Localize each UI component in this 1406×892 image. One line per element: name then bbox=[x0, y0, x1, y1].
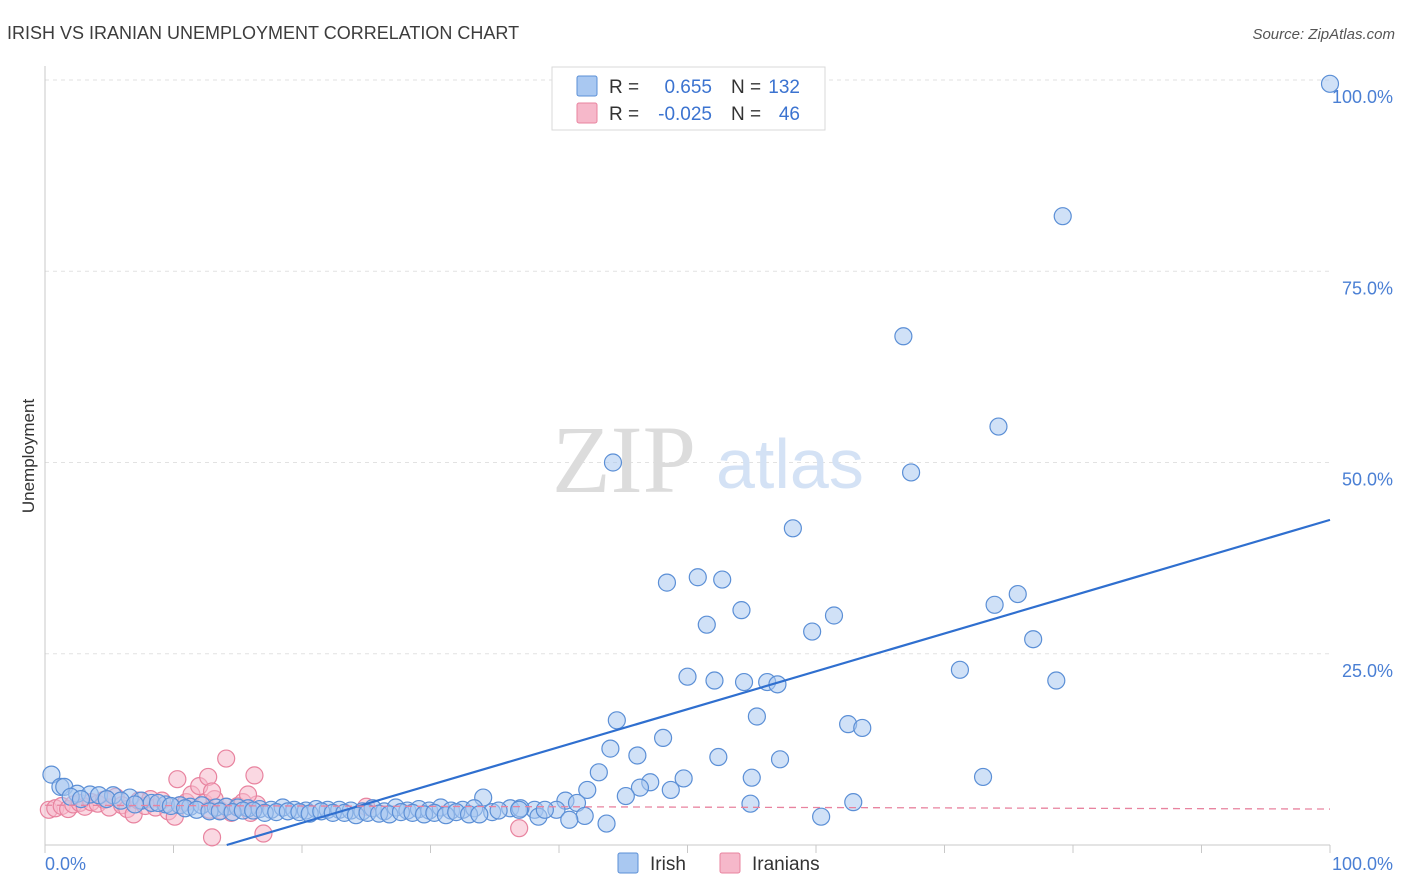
irish-point-32 bbox=[770, 750, 790, 769]
legend-r-label-irish: R = bbox=[609, 77, 639, 98]
watermark: ZIP atlas bbox=[552, 406, 864, 513]
bottom-legend-swatch-iranians bbox=[719, 852, 741, 874]
iranians-point-37 bbox=[217, 749, 236, 768]
irish-point-23 bbox=[1047, 671, 1066, 690]
irish-point-9 bbox=[657, 573, 677, 592]
legend-n-value-irish: 132 bbox=[768, 77, 800, 98]
irish-point-24 bbox=[747, 707, 766, 726]
irish-point-33 bbox=[589, 763, 608, 782]
bottom-legend-label-irish: Irish bbox=[650, 854, 686, 875]
irish-point-50 bbox=[575, 806, 594, 826]
irish-point-7 bbox=[688, 568, 707, 587]
trend-line-iranians bbox=[44, 804, 1331, 810]
irish-point-16 bbox=[1024, 630, 1043, 649]
y-tick-label-3: 25.0% bbox=[1342, 661, 1393, 681]
irish-point-2 bbox=[894, 327, 913, 346]
irish-point-56 bbox=[812, 807, 831, 826]
irish-point-55 bbox=[844, 793, 863, 812]
irish-point-31 bbox=[709, 747, 728, 767]
irish-point-25 bbox=[607, 711, 626, 730]
irish-point-14 bbox=[697, 615, 716, 634]
trend-lines bbox=[44, 518, 1331, 847]
watermark-atlas: atlas bbox=[716, 425, 864, 503]
legend-r-value-irish: 0.655 bbox=[664, 77, 712, 98]
irish-point-39 bbox=[661, 780, 680, 800]
legend-swatch-iranians bbox=[576, 102, 598, 124]
irish-point-131 bbox=[470, 805, 489, 824]
x-ticks bbox=[44, 845, 1331, 853]
legend-swatch-irish bbox=[576, 75, 598, 97]
legend-r-label-iranians: R = bbox=[609, 104, 639, 125]
irish-point-13 bbox=[824, 606, 844, 625]
irish-point-34 bbox=[742, 768, 761, 787]
x-tick-label-min: 0.0% bbox=[45, 854, 86, 874]
irish-point-4 bbox=[603, 453, 623, 472]
iranians-point-45 bbox=[510, 819, 529, 838]
irish-point-102 bbox=[125, 795, 145, 814]
irish-point-96 bbox=[510, 800, 529, 819]
irish-point-51 bbox=[597, 814, 616, 833]
trend-line-irish bbox=[226, 518, 1331, 847]
gridlines bbox=[45, 79, 1330, 655]
iranians-point-39 bbox=[168, 770, 187, 789]
irish-point-29 bbox=[601, 739, 620, 758]
bottom-legend-label-iranians: Iranians bbox=[752, 854, 820, 875]
stats-legend: R = 0.655 N = 132 R = -0.025 N = 46 bbox=[551, 66, 826, 131]
irish-point-27 bbox=[853, 718, 872, 738]
irish-point-1 bbox=[1053, 207, 1072, 226]
irish-point-36 bbox=[973, 767, 993, 787]
irish-point-3 bbox=[989, 417, 1008, 436]
irish-point-54 bbox=[741, 794, 760, 813]
irish-point-28 bbox=[653, 728, 673, 748]
irish-point-15 bbox=[803, 622, 822, 641]
irish-point-11 bbox=[985, 595, 1004, 614]
y-tick-label-1: 75.0% bbox=[1342, 278, 1393, 298]
irish-point-17 bbox=[950, 660, 970, 679]
irish-point-30 bbox=[628, 746, 647, 765]
x-tick-label-max: 100.0% bbox=[1332, 854, 1393, 874]
chart-title: IRISH VS IRANIAN UNEMPLOYMENT CORRELATIO… bbox=[7, 23, 519, 43]
irish-point-10 bbox=[1008, 584, 1027, 604]
chart-source: Source: ZipAtlas.com bbox=[1252, 26, 1395, 43]
irish-point-35 bbox=[674, 769, 693, 788]
iranians-point-41 bbox=[202, 828, 222, 847]
y-tick-label-0: 100.0% bbox=[1332, 87, 1393, 107]
irish-point-6 bbox=[783, 519, 802, 538]
irish-point-5 bbox=[901, 463, 921, 482]
bottom-legend-swatch-irish bbox=[617, 852, 639, 874]
y-tick-labels: 100.0% 75.0% 50.0% 25.0% bbox=[1332, 87, 1393, 681]
bottom-legend: Irish Iranians bbox=[617, 852, 820, 875]
legend-n-label-iranians: N = bbox=[731, 104, 761, 125]
iranians-point-38 bbox=[245, 766, 264, 785]
irish-point-0 bbox=[1320, 74, 1340, 93]
irish-point-57 bbox=[42, 765, 61, 784]
legend-n-label-irish: N = bbox=[731, 77, 761, 98]
legend-n-value-iranians: 46 bbox=[779, 104, 800, 125]
irish-point-97 bbox=[535, 800, 554, 819]
irish-point-18 bbox=[678, 667, 697, 686]
legend-r-value-iranians: -0.025 bbox=[658, 104, 712, 125]
irish-point-20 bbox=[734, 672, 754, 692]
irish-point-38 bbox=[630, 778, 650, 797]
irish-point-95 bbox=[489, 801, 508, 820]
irish-point-19 bbox=[705, 671, 724, 690]
irish-point-99 bbox=[71, 789, 91, 809]
irish-point-53 bbox=[560, 810, 579, 829]
irish-point-8 bbox=[713, 570, 732, 589]
y-axis-title: Unemployment bbox=[19, 399, 38, 514]
irish-point-40 bbox=[578, 780, 597, 800]
irish-point-12 bbox=[732, 601, 751, 620]
y-tick-label-2: 50.0% bbox=[1342, 470, 1393, 490]
irish-point-41 bbox=[616, 786, 635, 806]
watermark-zip: ZIP bbox=[552, 406, 696, 513]
